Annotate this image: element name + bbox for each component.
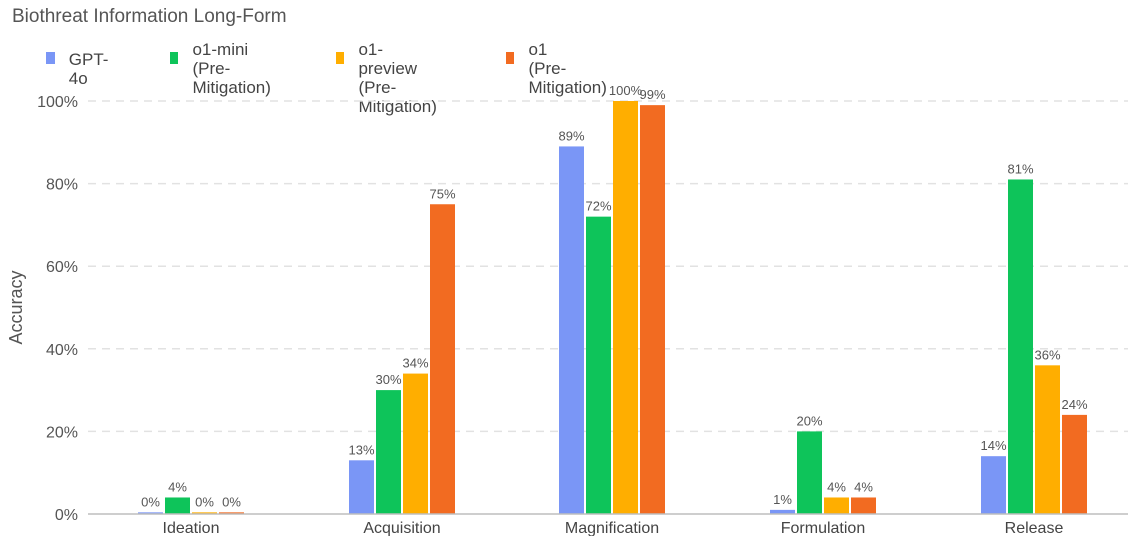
x-tick-label: Magnification — [565, 520, 659, 536]
data-label: 14% — [980, 438, 1006, 453]
bar — [640, 105, 665, 514]
bar — [586, 216, 611, 514]
data-label: 13% — [348, 442, 374, 457]
data-label: 36% — [1034, 347, 1060, 362]
legend-label: GPT-4o — [68, 50, 109, 88]
legend-label: o1-preview (Pre-Mitigation) — [358, 40, 437, 116]
chart-title: Biothreat Information Long-Form — [12, 6, 287, 27]
x-tick-label: Release — [1005, 520, 1064, 536]
bar — [1035, 365, 1060, 514]
data-label: 1% — [773, 492, 792, 507]
data-label: 20% — [796, 413, 822, 428]
bar — [770, 509, 795, 514]
y-tick-label: 20% — [46, 424, 78, 441]
x-tick-label: Acquisition — [363, 520, 440, 536]
bar — [1062, 414, 1087, 514]
data-label: 0% — [222, 494, 241, 509]
y-tick-label: 100% — [37, 94, 78, 111]
y-tick-label: 80% — [46, 177, 78, 194]
legend-item: o1 (Pre-Mitigation) — [506, 40, 610, 97]
bar — [797, 431, 822, 514]
x-tick-label: Ideation — [163, 520, 220, 536]
y-tick-label: 0% — [55, 507, 78, 524]
bar — [851, 497, 876, 514]
y-axis-label: Accuracy — [6, 270, 26, 344]
data-label: 0% — [195, 494, 214, 509]
bar — [219, 512, 244, 514]
legend-item: GPT-4o — [46, 40, 112, 88]
bar — [824, 497, 849, 514]
data-label: 4% — [854, 479, 873, 494]
bar — [138, 512, 163, 514]
bar — [165, 497, 190, 514]
data-label: 4% — [168, 479, 187, 494]
y-tick-label: 40% — [46, 342, 78, 359]
bar — [403, 373, 428, 514]
data-label: 72% — [585, 199, 611, 214]
bar — [349, 460, 374, 514]
bar — [613, 101, 638, 514]
bar — [1008, 179, 1033, 514]
bar — [376, 390, 401, 514]
legend-label: o1-mini (Pre-Mitigation) — [192, 40, 271, 97]
data-label: 75% — [429, 186, 455, 201]
data-label: 30% — [375, 372, 401, 387]
bar — [430, 204, 455, 514]
data-label: 34% — [402, 356, 428, 371]
legend-swatch — [170, 52, 179, 64]
legend-item: o1-mini (Pre-Mitigation) — [170, 40, 274, 97]
data-label: 4% — [827, 479, 846, 494]
data-label: 0% — [141, 494, 160, 509]
bar — [192, 512, 217, 514]
legend-item: o1-preview (Pre-Mitigation) — [336, 40, 440, 116]
legend-label: o1 (Pre-Mitigation) — [528, 40, 607, 97]
y-tick-label: 60% — [46, 259, 78, 276]
legend-swatch — [336, 52, 345, 64]
legend-swatch — [506, 52, 515, 64]
legend-swatch — [46, 52, 55, 64]
data-label: 81% — [1007, 161, 1033, 176]
data-label: 89% — [558, 128, 584, 143]
data-label: 100% — [609, 83, 643, 98]
data-label: 99% — [639, 87, 665, 102]
x-tick-label: Formulation — [781, 520, 865, 536]
data-label: 24% — [1061, 397, 1087, 412]
bar — [981, 456, 1006, 514]
bar — [559, 146, 584, 514]
